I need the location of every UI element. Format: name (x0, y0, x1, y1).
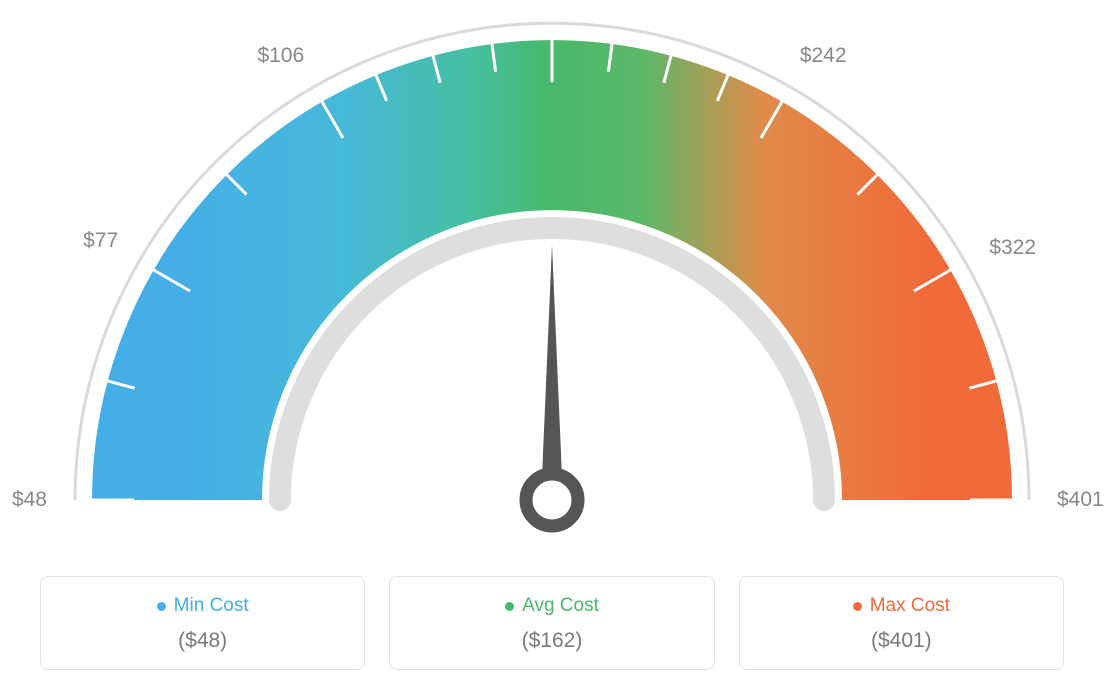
cost-gauge-container: $48$77$106$162$242$322$401 Min Cost ($48… (0, 0, 1104, 690)
gauge-tick-label: $401 (1057, 488, 1104, 512)
gauge-area: $48$77$106$162$242$322$401 (0, 0, 1104, 560)
dot-icon (157, 602, 166, 611)
legend-value-avg: ($162) (400, 629, 703, 653)
dot-icon (853, 602, 862, 611)
gauge-tick-label: $48 (12, 488, 47, 512)
dot-icon (505, 602, 514, 611)
legend-card-min: Min Cost ($48) (40, 576, 365, 670)
legend-title-avg: Avg Cost (505, 595, 599, 617)
legend-card-avg: Avg Cost ($162) (389, 576, 714, 670)
legend-title-min: Min Cost (157, 595, 249, 617)
gauge-chart (0, 0, 1104, 560)
legend-title-max: Max Cost (853, 595, 950, 617)
gauge-tick-label: $77 (83, 228, 118, 252)
legend-label: Max Cost (870, 595, 950, 617)
gauge-tick-label: $322 (989, 236, 1036, 260)
legend-label: Avg Cost (522, 595, 599, 617)
gauge-tick-label: $106 (257, 43, 304, 67)
legend-value-max: ($401) (750, 629, 1053, 653)
gauge-tick-label: $242 (800, 43, 847, 67)
legend-card-max: Max Cost ($401) (739, 576, 1064, 670)
legend-value-min: ($48) (51, 629, 354, 653)
legend-label: Min Cost (174, 595, 249, 617)
legend-row: Min Cost ($48) Avg Cost ($162) Max Cost … (40, 576, 1064, 670)
